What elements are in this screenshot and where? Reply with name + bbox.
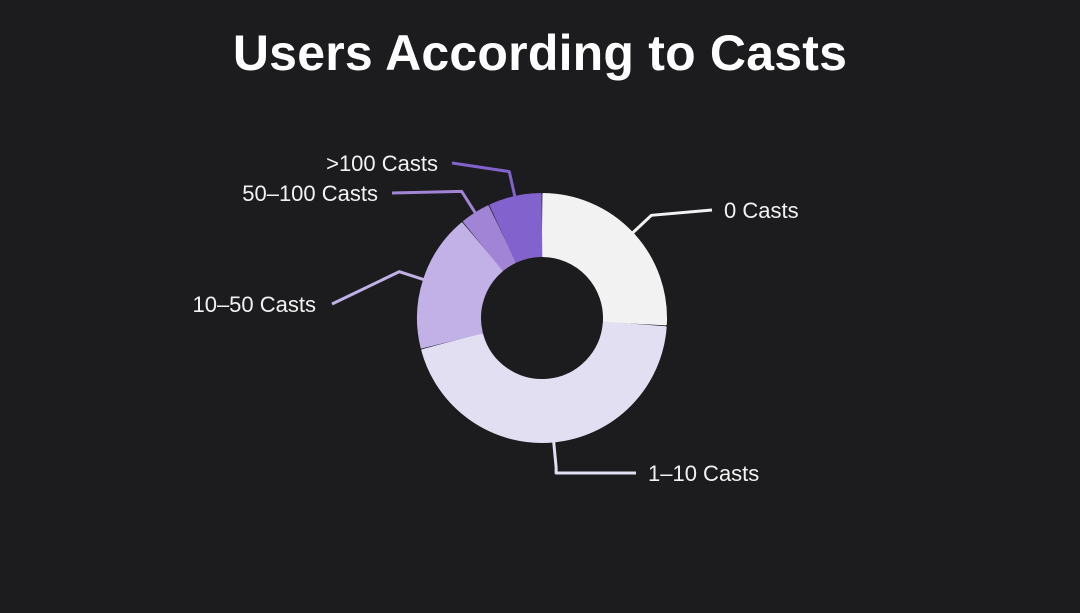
slice-50-100-casts: [463, 205, 516, 271]
slice-0-casts: [541, 193, 667, 326]
slice-1-10-casts: [421, 321, 667, 443]
leader-line: [551, 439, 636, 475]
chart-title: Users According to Casts: [232, 25, 848, 81]
leader-line: [629, 208, 713, 236]
slice-label: 50–100 Casts: [242, 181, 378, 206]
slice-label: >100 Casts: [326, 151, 438, 176]
leader-line: [451, 161, 517, 200]
slice-label: 10–50 Casts: [192, 292, 316, 317]
slice-labels: 0 Casts 1–10 Casts 10–50 Casts 50–100 Casts…: [192, 151, 798, 486]
slice-10-50-casts: [417, 222, 503, 349]
donut-slices: [417, 193, 667, 443]
slice-100-casts: [489, 193, 543, 263]
slice-label: 0 Casts: [724, 198, 799, 223]
leader-line: [331, 270, 427, 306]
leader-lines: [331, 161, 713, 475]
leader-line: [391, 189, 478, 216]
slice-label: 1–10 Casts: [648, 461, 759, 486]
